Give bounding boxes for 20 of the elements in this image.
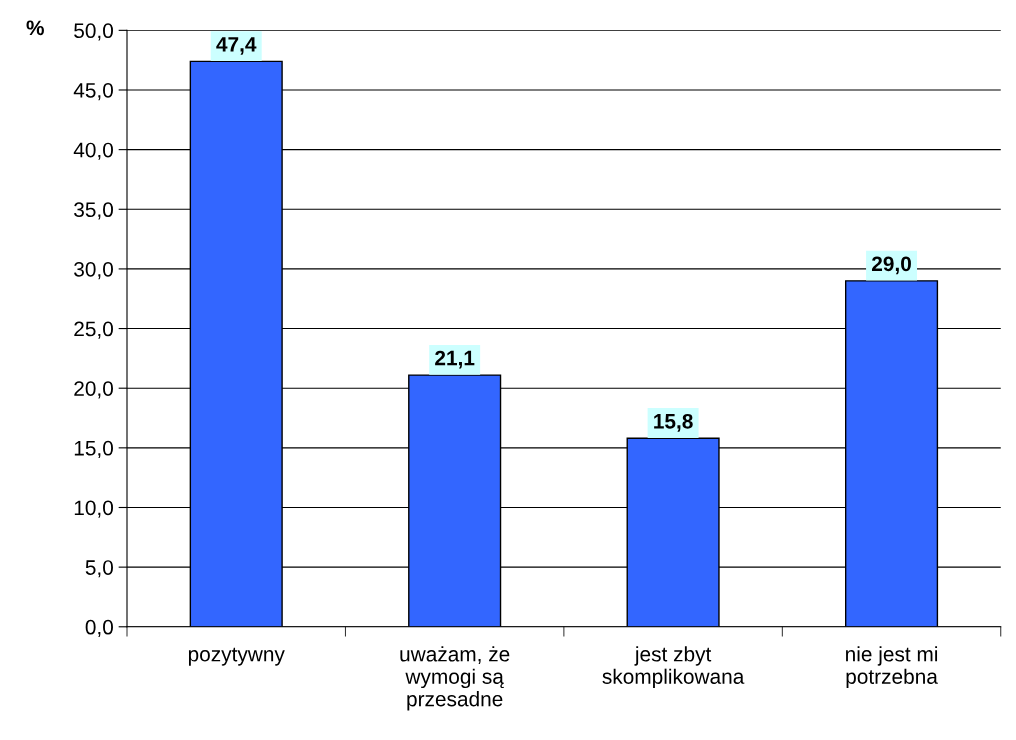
data-label: 21,1: [435, 350, 475, 369]
x-tick-label: nie jest mi potrzebna: [846, 646, 938, 689]
y-tick-label: 5,0: [85, 560, 113, 578]
y-tick-label: 50,0: [74, 23, 113, 41]
y-tick-label: 0,0: [85, 619, 113, 637]
y-tick-label: 25,0: [74, 321, 113, 339]
data-label: 29,0: [871, 256, 911, 275]
y-tick-label: 45,0: [73, 82, 113, 101]
y-tick-label: 10,0: [74, 500, 113, 518]
y-tick-label: 20,0: [74, 381, 113, 399]
y-tick-label: 30,0: [74, 261, 113, 280]
y-axis-title: %: [26, 20, 44, 36]
data-label: 47,4: [216, 37, 257, 55]
y-tick-label: 15,0: [74, 440, 113, 459]
y-tick-label: 35,0: [74, 202, 113, 220]
x-tick-label: jest zbyt skomplikowana: [602, 646, 745, 689]
x-tick-label: uważam, że wymogi są przesadne: [400, 646, 510, 711]
y-tick-label: 40,0: [73, 142, 113, 160]
x-tick-label: pozytywny: [188, 647, 285, 666]
data-label: 15,8: [654, 413, 693, 432]
